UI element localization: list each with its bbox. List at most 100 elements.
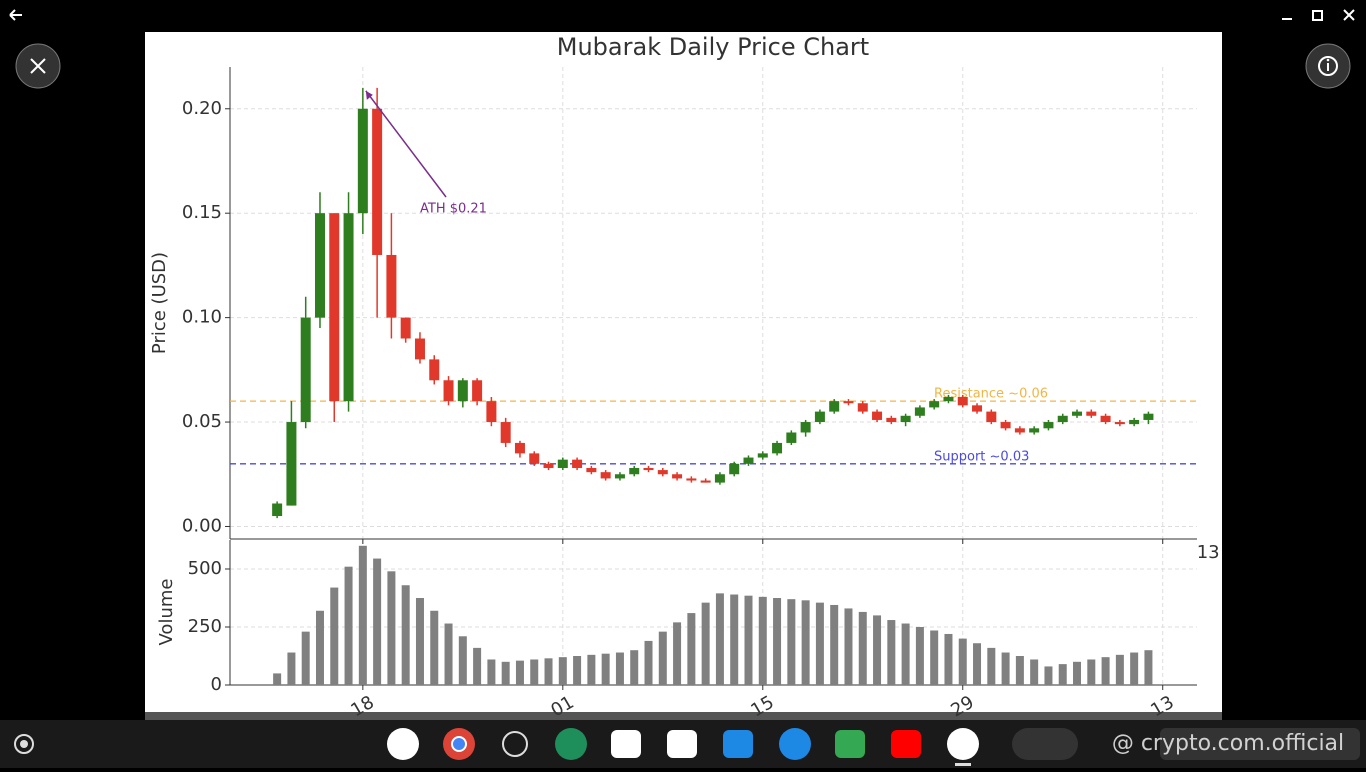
app-chrome-center [451,736,467,752]
app-workspace[interactable] [555,728,587,760]
volume-bar [515,660,524,685]
y-tick-label: 500 [188,558,222,579]
volume-bar [501,661,510,685]
candle-body [714,474,725,483]
launcher-dot [20,740,28,748]
candle-body [1014,428,1025,433]
maximize-button[interactable] [1312,10,1323,21]
candle-body [843,401,854,404]
launcher-button[interactable] [14,734,34,754]
volume-bar [815,602,824,685]
app-messages[interactable] [779,728,811,760]
candle-body [672,474,683,479]
candle-body [1086,411,1097,416]
volume-bar [601,653,610,685]
watermark: @ crypto.com.official [1112,731,1344,756]
app-calendar[interactable] [667,730,697,758]
candle-body [757,453,768,458]
candle-body [357,108,368,214]
app-gmail[interactable] [611,730,641,758]
y-tick-label: 0.20 [182,98,222,119]
volume-bar [901,623,910,685]
app-cast[interactable] [502,731,528,757]
volume-bar [573,656,582,685]
candle-body [372,108,383,255]
volume-bar [430,610,439,685]
app-files[interactable] [723,730,753,758]
candle-body [686,478,697,481]
volume-bar [715,593,724,685]
toggle-pill[interactable] [1012,728,1078,760]
app-chatgpt[interactable] [947,728,979,760]
candle-body [557,459,568,468]
candle-body [886,417,897,423]
app-meet[interactable] [835,730,865,758]
back-button[interactable] [9,9,22,21]
candle-body [300,317,311,423]
volume-bar [458,636,467,685]
candle-body [1143,413,1154,420]
candle-body [800,422,811,433]
volume-bar [687,613,696,685]
volume-bar [373,558,382,685]
candle-body [1129,419,1140,425]
annotation-label: ATH $0.21 [420,202,487,217]
candle-body [457,380,468,402]
y-tick-label: 0 [211,674,222,695]
candle-body [400,317,411,339]
candle-body [500,422,511,443]
info-button[interactable] [1305,43,1351,89]
candle-body [343,213,354,402]
volume-axis-label: Volume [156,579,177,646]
volume-bar [1144,650,1153,685]
app-gemini[interactable] [387,728,419,760]
candle-body [786,432,797,443]
volume-bar [358,545,367,685]
status-tray[interactable] [1160,728,1360,760]
app-youtube[interactable] [891,730,921,758]
candle-body [1114,422,1125,425]
candle-body [1000,422,1011,429]
volume-bar [1044,666,1053,685]
volume-bar [587,654,596,685]
volume-bar [987,647,996,685]
candle-body [286,422,297,506]
annotation-arrowhead [365,90,373,100]
volume-bar [758,596,767,685]
y-tick-label: 0.10 [182,307,222,328]
window-close-button[interactable] [1343,9,1355,21]
volume-bar [930,630,939,685]
volume-bar [558,657,567,685]
volume-bar [958,638,967,685]
candle-body [600,472,611,479]
candle-body [314,213,325,318]
y-tick-label: 0.05 [182,411,222,432]
volume-bar [487,659,496,685]
candle-body [700,480,711,483]
chart-title: Mubarak Daily Price Chart [557,33,869,61]
volume-bar [873,615,882,685]
volume-bar [915,627,924,685]
x-tick-label: 13 [1197,542,1220,563]
volume-bar [344,566,353,685]
volume-bar [887,620,896,685]
volume-bar [1058,664,1067,685]
active-indicator [955,763,971,766]
volume-bar [473,647,482,685]
volume-bar [415,598,424,685]
close-viewer-button[interactable] [15,43,61,89]
chart: Mubarak Daily Price Chart Price (USD) Vo… [149,33,1220,721]
y-tick-label: 0.00 [182,515,222,536]
candle-body [872,411,883,420]
candle-body [957,396,968,406]
reference-label: Support ~0.03 [934,449,1029,464]
candle-body [272,503,283,517]
candle-body [543,463,554,468]
app-icons [387,728,1360,766]
candle-body [857,403,868,412]
volume-bar [844,608,853,685]
volume-bar [830,604,839,685]
candle-body [429,359,440,381]
